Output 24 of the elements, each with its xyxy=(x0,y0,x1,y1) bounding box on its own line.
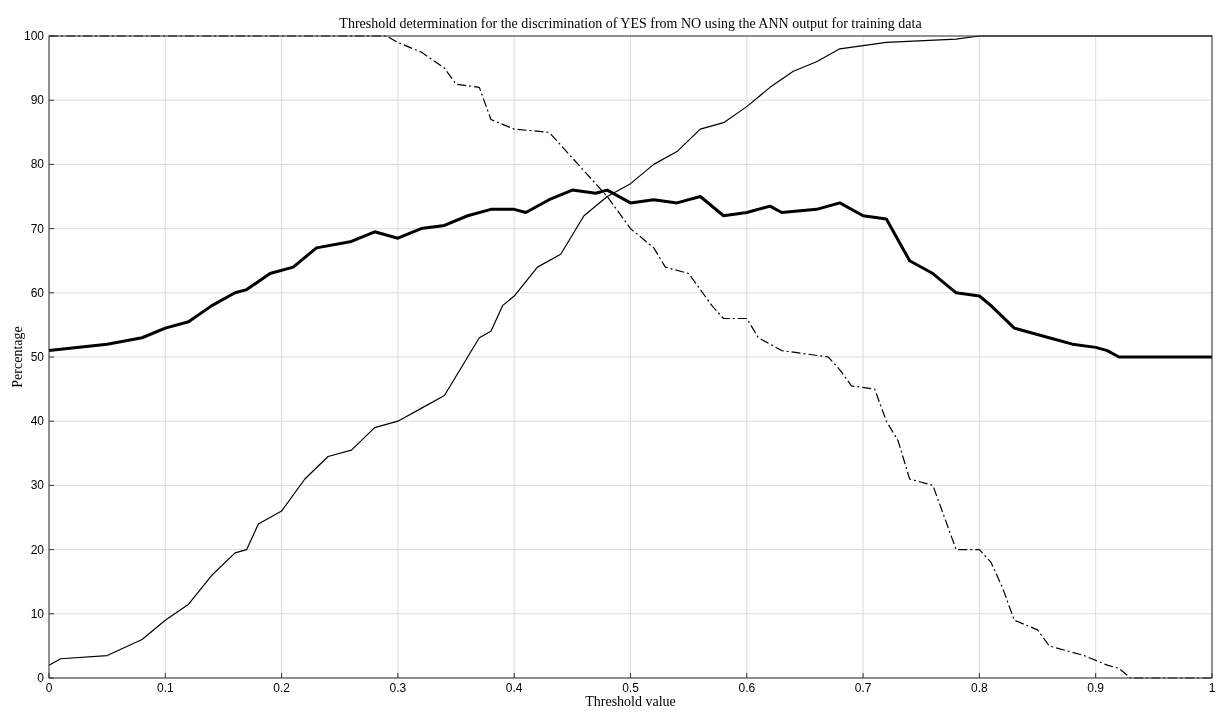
y-tick-label: 40 xyxy=(30,414,45,429)
x-tick-label: 0.7 xyxy=(854,681,872,695)
y-tick-label: 10 xyxy=(30,606,45,621)
x-tick-label: 0.8 xyxy=(971,681,989,695)
x-tick-label: 0.4 xyxy=(505,681,523,695)
y-tick-label: 80 xyxy=(30,157,45,172)
y-tick-label: 50 xyxy=(30,350,45,364)
y-tick-label: 60 xyxy=(30,285,45,300)
y-tick-label: 30 xyxy=(30,478,45,493)
y-tick-label: 100 xyxy=(23,29,45,43)
chart-title: Threshold determination for the discrimination of YES from NO using the ANN output for training data xyxy=(339,16,923,31)
y-tick-label: 90 xyxy=(30,93,45,108)
y-tick-label: 70 xyxy=(30,221,45,236)
y-tick-label: 0 xyxy=(37,671,45,685)
x-tick-label: 0.3 xyxy=(389,681,407,695)
x-tick-label: 0.5 xyxy=(622,681,640,695)
x-tick-label: 0.2 xyxy=(273,681,291,695)
y-tick-label: 20 xyxy=(30,542,45,557)
x-tick-label: 0.9 xyxy=(1087,681,1105,695)
x-tick-label: 0.6 xyxy=(738,681,756,695)
x-tick-label: 1 xyxy=(1208,681,1216,695)
x-tick-label: 0.1 xyxy=(156,681,174,695)
x-axis-title: Threshold value xyxy=(585,694,676,709)
y-axis-title: Percentage xyxy=(10,326,25,388)
